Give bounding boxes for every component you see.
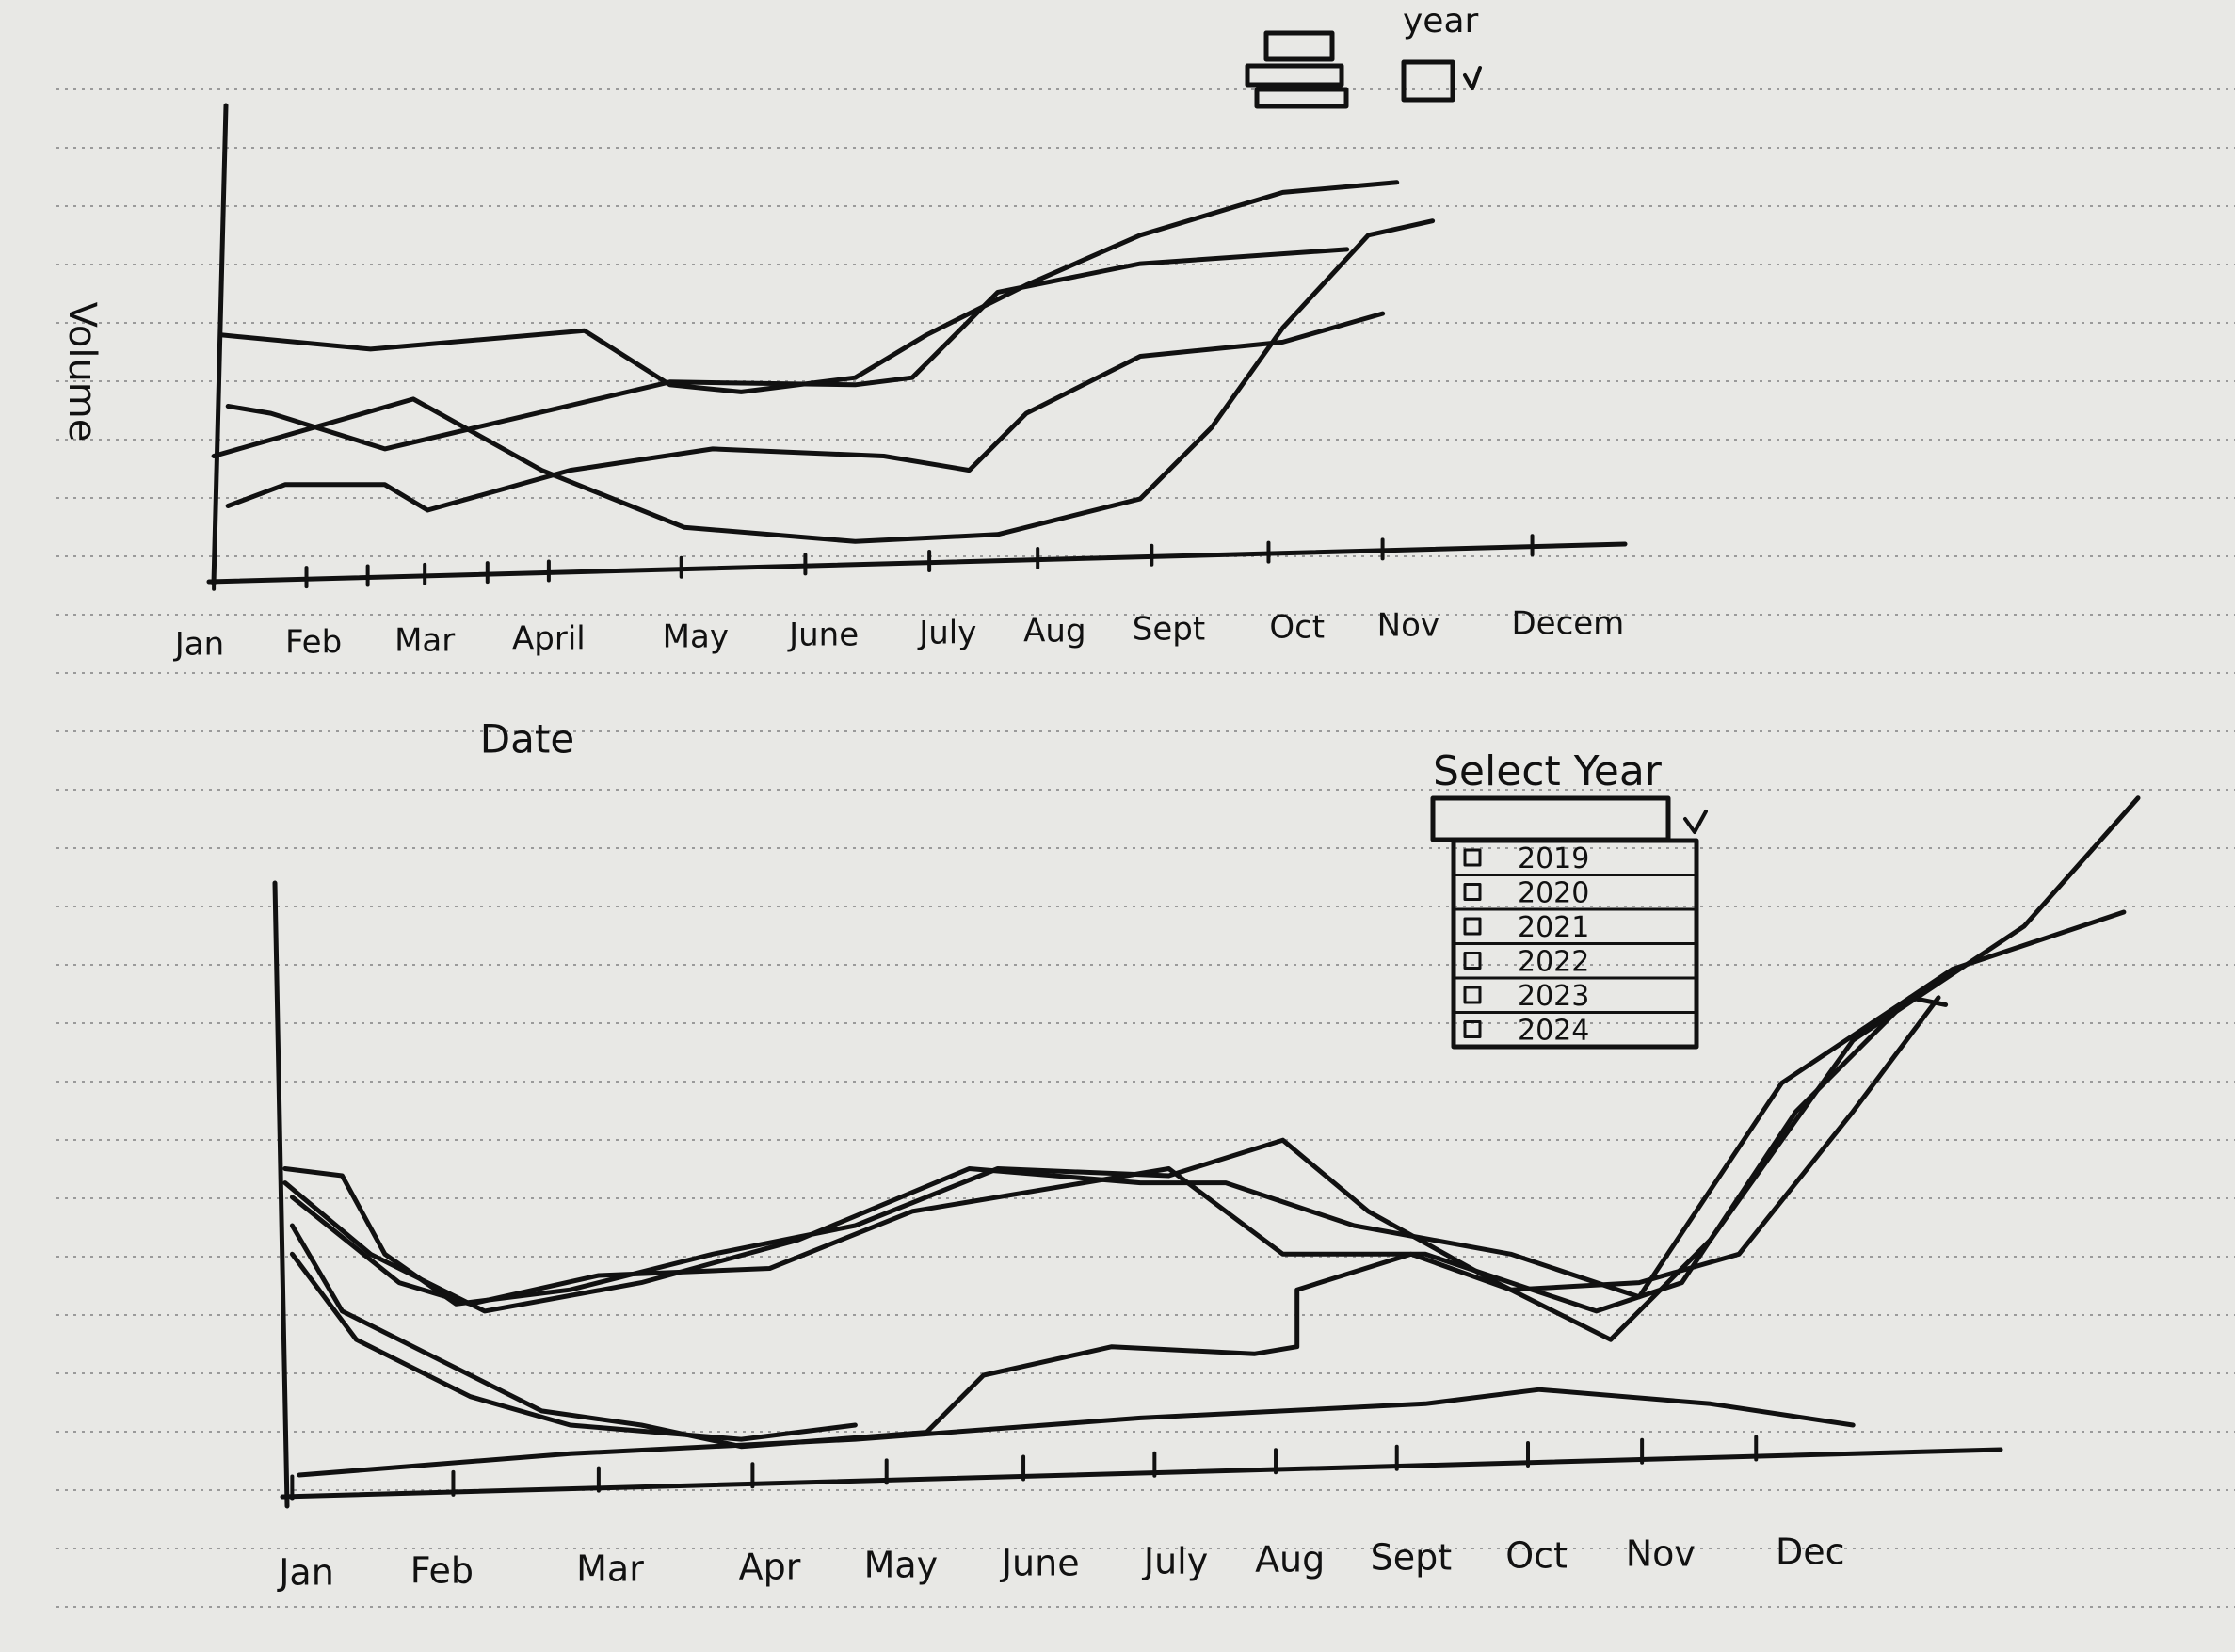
dropdown-arrow [1463,66,1482,90]
year-filter-label: year [1403,2,1479,40]
x-tick-label: Jan [173,625,224,663]
y-axis-label: Volume [60,302,104,442]
x-tick-label: Feb [410,1549,474,1591]
x-tick-label: Oct [1505,1534,1568,1576]
x-tick-label: Nov [1377,606,1439,644]
sketch-line [282,795,2141,1342]
sketch-line [211,218,1436,544]
x-tick-label: Mar [394,621,455,659]
x-tick-label: Apr [739,1546,801,1587]
x-tick-label: Mar [576,1548,644,1589]
option-checkbox[interactable] [1463,986,1482,1004]
x-tick-label: June [1000,1542,1080,1583]
x-tick-label: Dec [1776,1531,1845,1572]
x-tick-label: May [864,1544,939,1585]
sketch-line [289,1251,858,1442]
year-option[interactable]: 2022 [1518,945,1589,978]
sketch-line [297,1387,1856,1478]
sketch-line [289,995,1941,1450]
x-tick-label: Feb [285,623,342,661]
year-option[interactable]: 2024 [1518,1014,1589,1047]
x-tick-label: July [1142,1540,1208,1581]
option-checkbox[interactable] [1463,952,1482,970]
option-checkbox[interactable] [1463,1020,1482,1038]
sketch-line [225,247,1350,452]
sketch-line [282,909,2127,1314]
x-tick-label: Decem [1511,604,1624,642]
x-tick-label: Sept [1133,610,1205,648]
year-option[interactable]: 2020 [1518,876,1589,909]
option-checkbox[interactable] [1463,848,1482,867]
x-tick-label: Aug [1023,612,1085,650]
sketch-line [225,311,1386,513]
year-option[interactable]: 2019 [1518,842,1589,875]
select-year-dropdown[interactable] [1430,795,1671,842]
filter-icon [1245,30,1349,109]
select-year-label: Select Year [1433,747,1663,795]
option-checkbox[interactable] [1463,917,1482,936]
year-dropdown[interactable] [1401,59,1455,103]
sketch-line [218,180,1400,394]
x-tick-label: July [917,614,976,651]
x-tick-label: May [663,617,729,655]
x-tick-label: Sept [1371,1536,1453,1578]
x-tick-label: April [512,619,586,657]
x-tick-label: June [787,616,859,653]
year-option[interactable]: 2021 [1518,911,1589,944]
year-option[interactable]: 2023 [1518,980,1589,1013]
x-axis-label: Date [480,716,574,762]
x-tick-label: Jan [277,1551,334,1593]
x-tick-label: Aug [1255,1538,1325,1580]
dropdown-arrow [1683,810,1708,834]
sketch-lines [211,180,2141,1501]
sketch-line [289,995,1949,1314]
bottom-axes [272,880,2003,1509]
x-tick-label: Oct [1269,608,1325,646]
option-checkbox[interactable] [1463,883,1482,901]
x-tick-label: Nov [1626,1532,1696,1574]
top-axes [206,103,1628,586]
